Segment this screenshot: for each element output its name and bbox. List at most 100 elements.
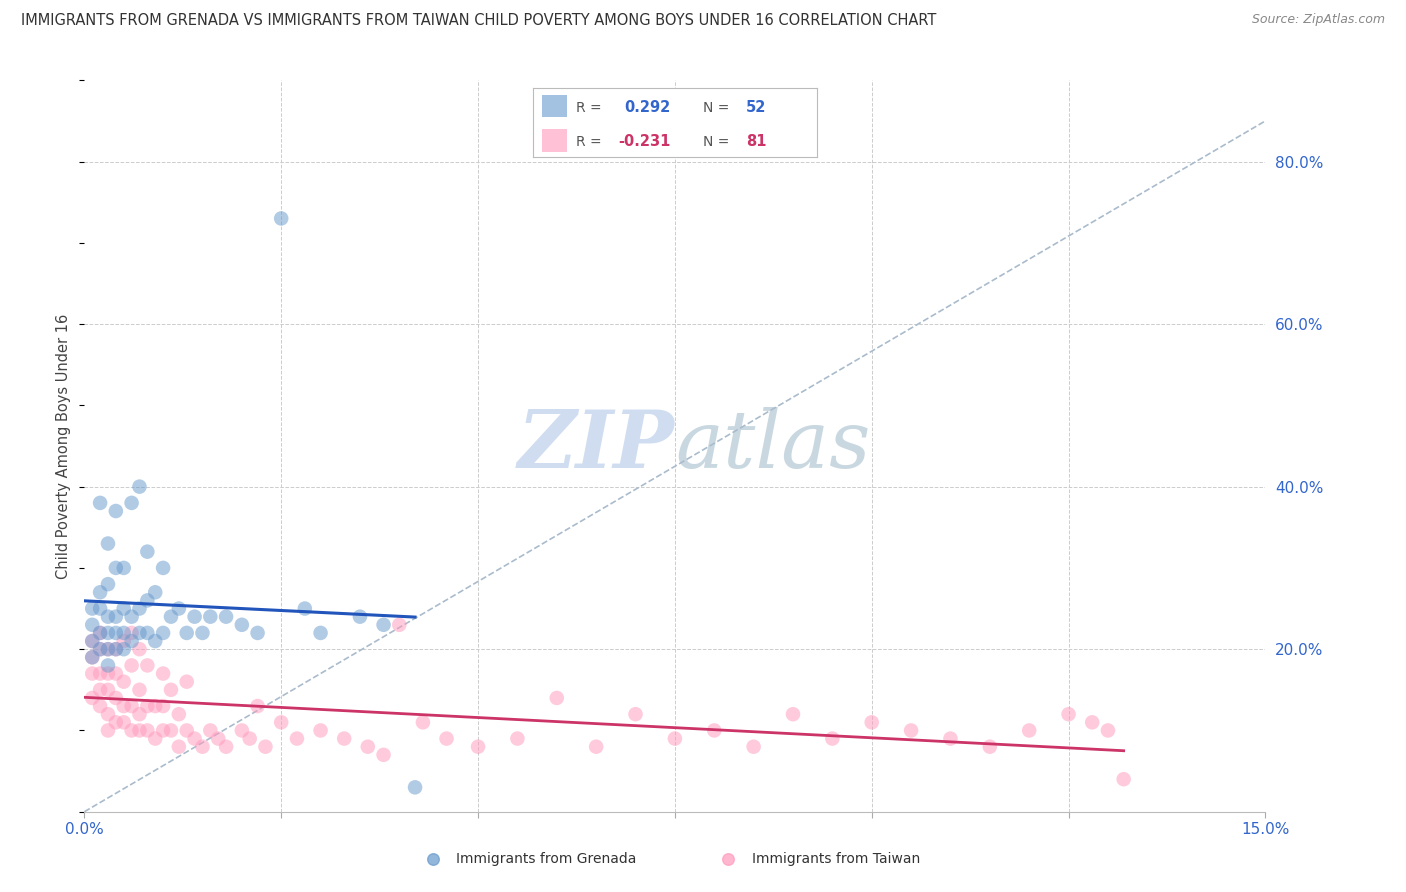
Point — [128, 601, 150, 615]
Point — [309, 626, 332, 640]
Point — [215, 739, 238, 754]
Point — [97, 666, 120, 681]
Point — [782, 707, 804, 722]
Point — [97, 642, 120, 657]
Point — [1097, 723, 1119, 738]
Point — [742, 739, 765, 754]
Point — [167, 739, 190, 754]
Text: Immigrants from Taiwan: Immigrants from Taiwan — [752, 852, 920, 866]
Point — [1057, 707, 1080, 722]
Point — [585, 739, 607, 754]
Point — [89, 626, 111, 640]
Point — [104, 642, 127, 657]
Point — [128, 682, 150, 697]
Point — [82, 634, 104, 648]
Point — [89, 626, 111, 640]
Point — [89, 601, 111, 615]
Text: Immigrants from Grenada: Immigrants from Grenada — [457, 852, 637, 866]
Point — [357, 739, 380, 754]
Point — [97, 536, 120, 550]
Point — [143, 699, 166, 714]
Point — [1112, 772, 1135, 787]
Point — [349, 609, 371, 624]
Point — [136, 626, 159, 640]
Point — [121, 699, 143, 714]
Point — [104, 715, 127, 730]
Y-axis label: Child Poverty Among Boys Under 16: Child Poverty Among Boys Under 16 — [56, 313, 72, 579]
Point — [112, 642, 135, 657]
Point — [112, 561, 135, 575]
Point — [104, 666, 127, 681]
Point — [104, 609, 127, 624]
Text: IMMIGRANTS FROM GRENADA VS IMMIGRANTS FROM TAIWAN CHILD POVERTY AMONG BOYS UNDER: IMMIGRANTS FROM GRENADA VS IMMIGRANTS FR… — [21, 13, 936, 29]
Point — [191, 626, 214, 640]
Point — [183, 731, 205, 746]
Point — [160, 609, 183, 624]
Point — [152, 626, 174, 640]
Point — [412, 715, 434, 730]
Point — [112, 634, 135, 648]
Point — [176, 674, 198, 689]
Point — [239, 731, 262, 746]
Point — [200, 609, 222, 624]
Point — [89, 666, 111, 681]
Point — [82, 601, 104, 615]
Point — [89, 496, 111, 510]
Point — [136, 699, 159, 714]
Point — [506, 731, 529, 746]
Point — [207, 731, 229, 746]
Point — [703, 723, 725, 738]
Point — [664, 731, 686, 746]
Point — [160, 682, 183, 697]
Point — [200, 723, 222, 738]
Point — [136, 544, 159, 558]
Point — [167, 601, 190, 615]
Point — [97, 723, 120, 738]
Point — [388, 617, 411, 632]
Point — [104, 690, 127, 705]
Point — [285, 731, 308, 746]
Point — [821, 731, 844, 746]
Point — [97, 577, 120, 591]
Point — [333, 731, 356, 746]
Text: Source: ZipAtlas.com: Source: ZipAtlas.com — [1251, 13, 1385, 27]
Point — [82, 666, 104, 681]
Point — [373, 617, 395, 632]
Point — [152, 723, 174, 738]
Point — [82, 617, 104, 632]
Text: ZIP: ZIP — [517, 408, 675, 484]
Point — [939, 731, 962, 746]
Point — [121, 723, 143, 738]
Point — [121, 658, 143, 673]
Point — [112, 699, 135, 714]
Point — [104, 504, 127, 518]
Point — [436, 731, 458, 746]
Point — [143, 731, 166, 746]
Point — [467, 739, 489, 754]
Point — [89, 699, 111, 714]
Point — [82, 690, 104, 705]
Point — [121, 609, 143, 624]
Point — [246, 699, 269, 714]
Point — [82, 650, 104, 665]
Point — [112, 601, 135, 615]
Point — [183, 609, 205, 624]
Point — [270, 715, 292, 730]
Point — [160, 723, 183, 738]
Point — [128, 707, 150, 722]
Point — [82, 634, 104, 648]
Point — [104, 561, 127, 575]
Point — [97, 707, 120, 722]
Point — [136, 723, 159, 738]
Point — [152, 699, 174, 714]
Point — [176, 626, 198, 640]
Point — [89, 585, 111, 599]
Point — [89, 642, 111, 657]
Point — [152, 666, 174, 681]
Text: atlas: atlas — [675, 408, 870, 484]
Point — [624, 707, 647, 722]
Point — [136, 658, 159, 673]
Point — [373, 747, 395, 762]
Point — [860, 715, 883, 730]
Point — [97, 682, 120, 697]
